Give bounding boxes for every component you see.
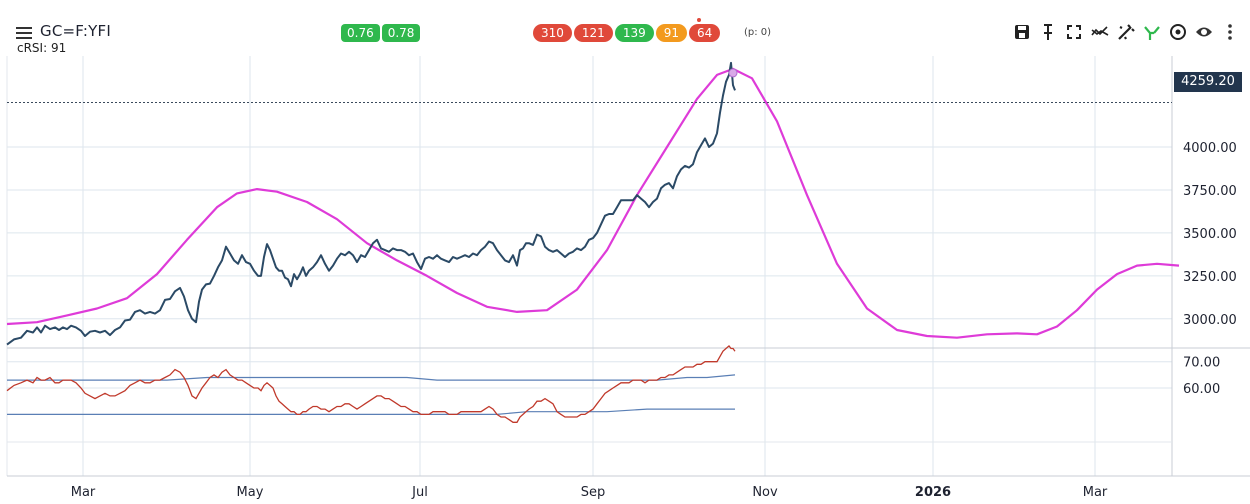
time-axis-label: Mar (1083, 485, 1108, 500)
toolbar (1012, 22, 1240, 42)
p-value: (p: 0) (744, 27, 772, 38)
time-axis-label: Jul (411, 485, 428, 500)
time-axis-label: May (237, 485, 264, 500)
indicator-label[interactable]: cRSI: 91 (17, 41, 67, 55)
rsi-tick-label: 70.00 (1183, 356, 1220, 371)
alert-dot (697, 18, 701, 22)
metric-badge: 0.78 (381, 24, 421, 42)
rsi-upper-band (7, 374, 736, 381)
price-tick-label: 3750.00 (1183, 184, 1237, 199)
metric-badge: 310 (533, 24, 572, 42)
metric-badge: 64 (689, 24, 721, 42)
metric-badge: 91 (655, 24, 687, 42)
metric-badges-left: 0.76 0.78 (341, 24, 421, 42)
price-tick-label: 4000.00 (1183, 141, 1237, 156)
price-tick-label: 3250.00 (1183, 270, 1237, 285)
magic-icon[interactable] (1116, 22, 1136, 42)
target-icon[interactable] (1168, 22, 1188, 42)
chart-header: GC=F:YFI cRSI: 91 0.76 0.78 310 121 139 91 64… (0, 0, 1250, 56)
rsi-lower-band (7, 408, 735, 415)
fullscreen-icon[interactable] (1064, 22, 1084, 42)
metric-badge: 139 (614, 24, 654, 42)
more-icon[interactable] (1220, 22, 1240, 42)
last-price-tag: 4259.20 (1174, 72, 1242, 92)
eye-icon[interactable] (1194, 22, 1214, 42)
crsi-line (6, 344, 736, 423)
time-axis-label: Sep (581, 485, 606, 500)
save-icon[interactable] (1012, 22, 1032, 42)
menu-icon[interactable] (16, 27, 32, 39)
metric-badge: 0.76 (341, 24, 380, 42)
metric-badge: 121 (573, 24, 613, 42)
time-axis-label: Mar (71, 485, 96, 500)
price-line (6, 61, 736, 346)
time-axis-label: Nov (752, 485, 778, 500)
rsi-tick-label: 60.00 (1183, 382, 1220, 397)
price-tick-label: 3500.00 (1183, 227, 1237, 242)
price-tick-label: 3000.00 (1183, 313, 1237, 328)
branch-icon[interactable] (1142, 22, 1162, 42)
ticker-symbol[interactable]: GC=F:YFI (40, 22, 111, 40)
time-axis-label: 2026 (915, 485, 951, 500)
pin-icon[interactable] (1038, 22, 1058, 42)
compare-icon[interactable] (1090, 22, 1110, 42)
cycle-peak-marker (728, 68, 738, 78)
metric-badges-right: 310 121 139 91 64 (533, 24, 721, 42)
